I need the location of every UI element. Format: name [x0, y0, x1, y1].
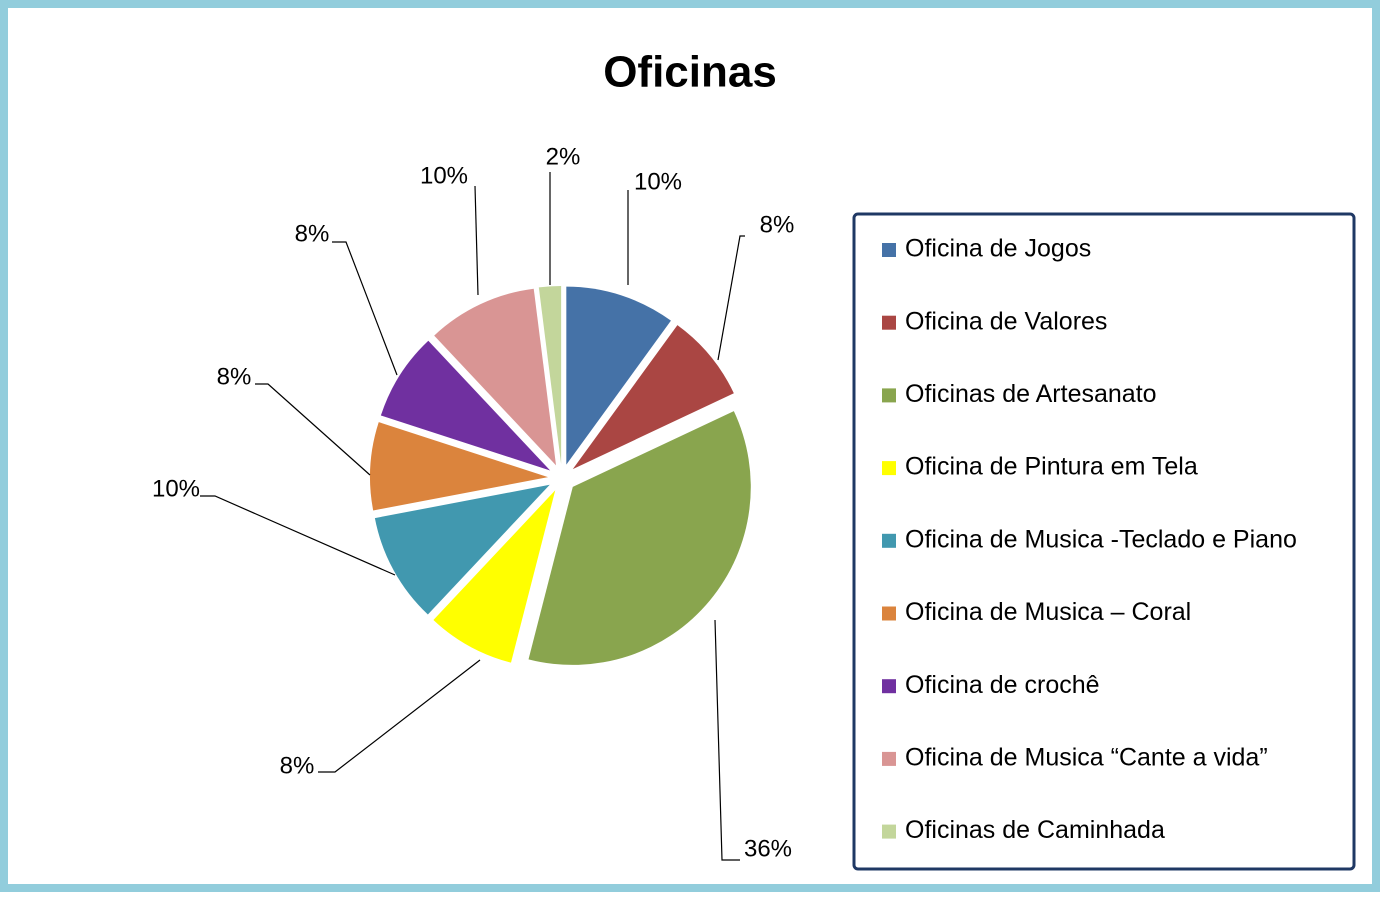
data-label: 8% — [760, 211, 795, 238]
pie-slice — [572, 325, 734, 470]
legend-label: Oficinas de Artesanato — [905, 380, 1157, 408]
leader-line — [255, 383, 371, 476]
legend-label: Oficina de Musica -Teclado e Piano — [905, 525, 1297, 553]
data-label: 8% — [295, 220, 330, 247]
pie-slice — [528, 411, 751, 665]
legend-swatch — [882, 606, 896, 621]
leader-line — [332, 241, 398, 376]
data-label: 2% — [546, 143, 581, 170]
leader-line — [717, 235, 745, 361]
legend-label: Oficina de Jogos — [905, 235, 1091, 263]
legend-swatch — [882, 824, 896, 839]
legend-label: Oficina de crochê — [905, 671, 1100, 699]
legend — [852, 212, 1356, 871]
legend-swatch — [882, 461, 896, 476]
chart-title: Oficinas — [603, 48, 777, 97]
legend-label: Oficina de Valores — [905, 307, 1107, 335]
pie-slice — [433, 490, 556, 663]
legend-label: Oficinas de Caminhada — [905, 816, 1165, 844]
pie-slice — [434, 288, 557, 466]
legend-label: Oficina de Musica – Coral — [905, 598, 1191, 626]
leader-line — [318, 659, 481, 773]
pie-slice — [538, 286, 562, 465]
legend-swatch — [882, 388, 896, 403]
legend-swatch — [882, 751, 896, 766]
pie-slice — [374, 484, 550, 615]
pie-slice — [566, 286, 671, 465]
pie-slice — [370, 422, 549, 511]
data-label: 10% — [634, 168, 682, 195]
legend-swatch — [882, 315, 896, 330]
leader-line — [714, 619, 740, 861]
data-label: 10% — [152, 475, 200, 502]
legend-swatch — [882, 243, 896, 257]
legend-swatch — [882, 533, 896, 548]
legend-label: Oficina de Pintura em Tela — [905, 453, 1198, 481]
leader-line — [474, 185, 479, 296]
data-label: 36% — [744, 835, 792, 862]
legend-label: Oficina de Musica “Cante a vida” — [905, 744, 1268, 772]
data-label: 10% — [420, 162, 468, 189]
pie-slice — [380, 340, 551, 471]
data-label: 8% — [280, 752, 315, 779]
legend-swatch — [882, 679, 896, 694]
data-label: 8% — [217, 363, 252, 390]
leader-line — [200, 495, 396, 576]
